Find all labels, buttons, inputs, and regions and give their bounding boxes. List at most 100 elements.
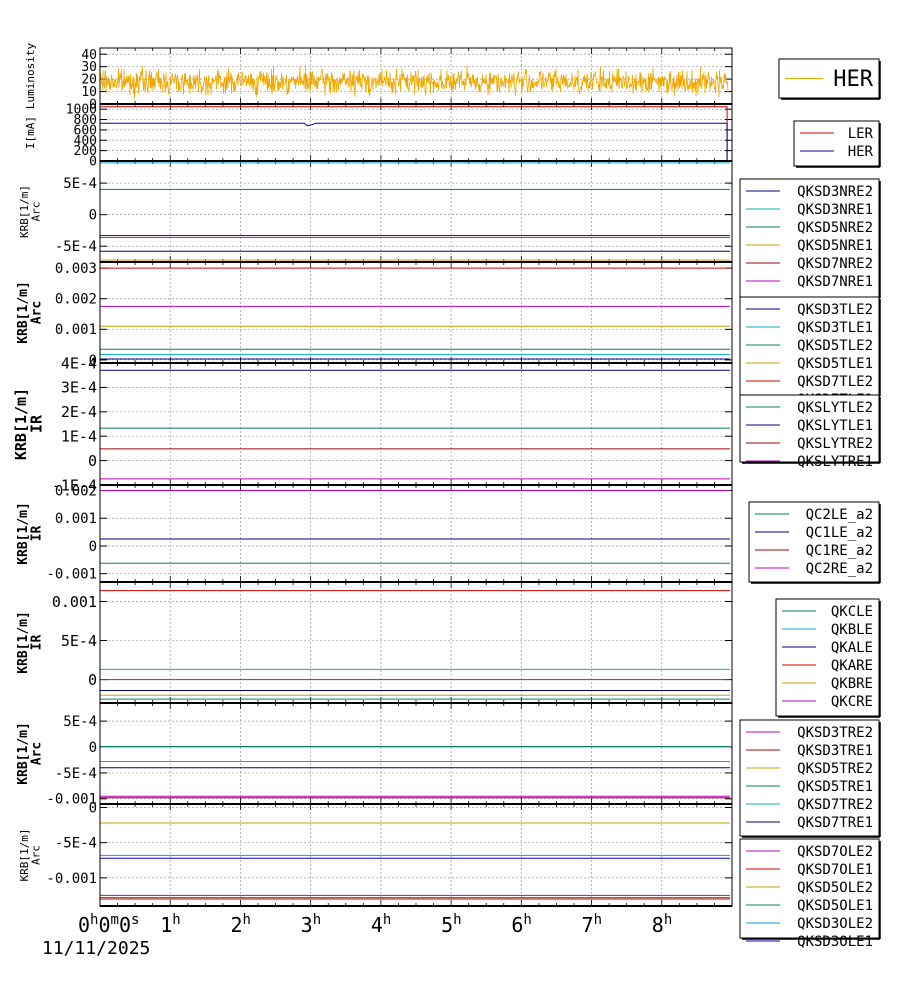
y-axis-label: IR xyxy=(30,526,45,542)
grid xyxy=(100,703,732,804)
series-line-ler xyxy=(100,106,728,161)
y-tick-label: 200 xyxy=(74,144,97,159)
y-tick-label: -0.001 xyxy=(46,871,97,887)
legend-entry-qksd3tre1: QKSD3TRE1 xyxy=(797,743,873,759)
legend-entry-qkslytle1: QKSLYTLE1 xyxy=(797,418,873,434)
y-tick-label: 1E-4 xyxy=(61,427,97,445)
legend-entry-qkslytre2: QKSLYTRE2 xyxy=(797,436,873,452)
x-tick-label: 1h xyxy=(160,912,180,937)
series-group xyxy=(100,162,730,261)
plot-frame xyxy=(99,103,733,162)
y-tick-label: 0.002 xyxy=(55,483,97,499)
legend-entry-qksd5ole1: QKSD5OLE1 xyxy=(797,898,873,914)
legend-entry-qksd3nre1: QKSD3NRE1 xyxy=(797,202,873,218)
legend-entry-qkale: QKALE xyxy=(831,640,873,656)
panel-8: -0.001-5E-405E-4KRB[1/m]ArcQKSD3TRE2QKSD… xyxy=(16,702,881,838)
series-group xyxy=(100,369,730,480)
grid xyxy=(100,161,732,262)
legend-entry-qksd5tre2: QKSD5TRE2 xyxy=(797,761,873,777)
minor-ticks xyxy=(99,262,733,363)
y-tick-label: 40 xyxy=(81,48,97,63)
series-line-her xyxy=(100,122,728,161)
y-tick-label: 4E-4 xyxy=(61,354,97,372)
grid xyxy=(100,262,732,363)
legend-entry-qksd3ole2: QKSD3OLE2 xyxy=(797,916,873,932)
series-group xyxy=(100,746,730,799)
legend-entry-qkble: QKBLE xyxy=(831,622,873,638)
legend-entry-qc1re_a2: QC1RE_a2 xyxy=(806,543,873,559)
legend-entry-qkbre: QKBRE xyxy=(831,676,873,692)
legend-entry-qksd3tle1: QKSD3TLE1 xyxy=(797,320,873,336)
plot-frame xyxy=(99,702,733,805)
minor-ticks xyxy=(99,104,733,161)
y-tick-label: 5E-4 xyxy=(63,714,97,730)
legend-entry-qksd5nre1: QKSD5NRE1 xyxy=(797,238,873,254)
legend-entry-qksd5tle2: QKSD5TLE2 xyxy=(797,338,873,354)
y-axis-label: IR xyxy=(28,414,46,433)
legend-entry-qksd3tre2: QKSD3TRE2 xyxy=(797,725,873,741)
y-tick-label: 0 xyxy=(89,800,97,816)
y-axis-label: Arc xyxy=(30,202,43,222)
y-axis-label: Arc xyxy=(30,845,43,865)
legend: QKSD3TRE2 QKSD3TRE1 QKSD5TRE2 QKSD5TRE1 QKSD… xyxy=(739,719,881,838)
grid xyxy=(100,104,732,162)
plot-frame xyxy=(99,484,733,583)
y-tick-label: 0 xyxy=(89,539,97,555)
legend: QKSLYTLE2 QKSLYTLE1 QKSLYTRE2 QKSLYTRE1 xyxy=(739,394,881,470)
y-tick-label: 0.001 xyxy=(52,593,97,611)
plot-frame xyxy=(99,261,733,364)
y-axis-label: KRB[1/m] xyxy=(18,829,31,882)
y-tick-label: 0.001 xyxy=(55,322,97,338)
date-label: 11/11/2025 xyxy=(42,938,151,959)
y-tick-label: 0.002 xyxy=(55,292,97,308)
legend-entry-qksd7ole2: QKSD7OLE2 xyxy=(797,844,873,860)
y-tick-label: -0.001 xyxy=(46,567,97,583)
x-axis: 0h0m0s 1h 2h 3h 4h 5h 6h 7h 8h xyxy=(78,912,672,937)
panel-9: -0.001 -5E-4 0 KRB[1/m]Arc QKSD7OLE2QKSD7OLE… xyxy=(18,800,881,950)
y-tick-label: -5E-4 xyxy=(55,836,97,852)
legend-entry-qksd3ole1: QKSD3OLE1 xyxy=(797,934,873,950)
y-tick-label: 0 xyxy=(89,740,97,756)
series-group xyxy=(100,822,730,900)
y-tick-label: 1000 xyxy=(66,103,97,118)
legend: QKSD3NRE2 QKSD3NRE1 QKSD5NRE2 QKSD5NRE1 QKSD… xyxy=(739,178,881,299)
y-tick-label: 5E-4 xyxy=(61,632,97,650)
x-tick-label: 6h xyxy=(511,912,531,937)
panel-7: 0 5E-4 0.001 KRB[1/m]IR QKCLE QKBLE QKALE QKARE… xyxy=(16,581,881,718)
legend-entry-qksd7tle2: QKSD7TLE2 xyxy=(797,374,873,390)
legend-entry-qksd3nre2: QKSD3NRE2 xyxy=(797,184,873,200)
y-tick-label: 5E-4 xyxy=(63,176,97,192)
x-tick-label: 5h xyxy=(441,912,461,937)
legend-entry-ler: LER xyxy=(848,126,874,142)
legend: HER xyxy=(778,58,881,100)
legend: QKSD7OLE2 QKSD7OLE1 QKSD5OLE2 QKSD5OLE1 QKSD… xyxy=(739,838,881,950)
series-group xyxy=(100,64,729,99)
legend-entry-qksd3tle2: QKSD3TLE2 xyxy=(797,302,873,318)
y-axis-label: KRB[1/m] xyxy=(12,388,30,460)
x-tick-label: 8h xyxy=(652,912,672,937)
y-tick-label: -5E-4 xyxy=(55,766,97,782)
legend-entry-qkslytre1: QKSLYTRE1 xyxy=(797,454,873,470)
legend-entry-qksd5tle1: QKSD5TLE1 xyxy=(797,356,873,372)
grid xyxy=(100,485,732,582)
minor-ticks xyxy=(99,703,733,804)
y-tick-label: 20 xyxy=(81,73,97,88)
y-axis-label: KRB[1/m] xyxy=(16,722,31,785)
y-axis-label: IR xyxy=(30,635,45,651)
panel-3: -5E-405E-4KRB[1/m]ArcQKSD3NRE2QKSD3NRE1Q… xyxy=(18,160,881,299)
y-tick-label: 0 xyxy=(88,452,97,470)
plot-frame xyxy=(99,581,733,704)
y-axis-label: Arc xyxy=(30,301,45,324)
legend-entry-qksd7tre1: QKSD7TRE1 xyxy=(797,815,873,831)
grid xyxy=(100,362,732,486)
x-tick-label: 3h xyxy=(301,912,321,937)
legend: QKSD3TLE2 QKSD3TLE1 QKSD5TLE2 QKSD5TLE1 QKSD… xyxy=(739,296,881,408)
x-tick-label: 7h xyxy=(582,912,602,937)
legend-entry-qksd7nre1: QKSD7NRE1 xyxy=(797,274,873,290)
y-tick-label: 0 xyxy=(89,155,97,170)
legend-entry-qc2re_a2: QC2RE_a2 xyxy=(806,561,873,577)
minor-ticks xyxy=(99,485,733,582)
legend-entry-qksd5nre2: QKSD5NRE2 xyxy=(797,220,873,236)
legend-entry-qksd5tre1: QKSD5TRE1 xyxy=(797,779,873,795)
